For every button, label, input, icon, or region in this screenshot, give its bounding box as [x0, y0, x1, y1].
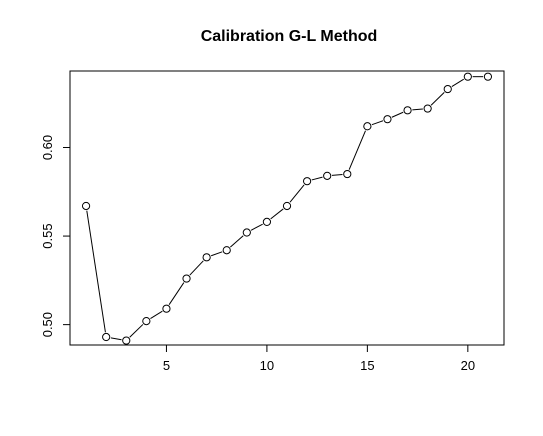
series-segment-16: [391, 111, 404, 118]
y-axis: 0.50 0.55 0.60: [40, 135, 70, 337]
data-point-11: [282, 201, 292, 211]
y-tick-label-1: 0.55: [40, 223, 55, 248]
series-segment-19: [451, 78, 465, 87]
series-segment-2: [110, 337, 122, 341]
data-point-1: [81, 201, 91, 211]
series-segment-7: [210, 251, 223, 257]
data-point-4: [142, 316, 151, 326]
data-point-10: [262, 217, 272, 227]
series-segment-5: [168, 282, 185, 305]
data-point-16: [383, 115, 392, 124]
plot-frame: [69, 70, 505, 346]
data-point-17: [403, 106, 412, 115]
series-segment-6: [189, 260, 204, 276]
x-axis: 5 10 15 20: [163, 345, 475, 373]
series-segment-13: [331, 174, 343, 176]
series-segment-14: [348, 130, 366, 170]
series-group: [81, 72, 493, 345]
data-point-14: [343, 169, 352, 179]
series-segment-9: [250, 223, 263, 231]
series-segment-1: [86, 210, 106, 333]
data-point-7: [202, 253, 211, 262]
data-point-8: [222, 246, 231, 255]
data-point-20: [463, 72, 472, 81]
series-segment-12: [311, 176, 323, 181]
y-tick-label-2: 0.60: [40, 135, 55, 160]
data-point-13: [323, 171, 332, 180]
data-point-21: [483, 72, 493, 81]
series-segment-17: [412, 108, 423, 111]
series-segment-11: [289, 184, 305, 203]
x-tick-label-20: 20: [461, 358, 475, 373]
x-tick-label-10: 10: [260, 358, 274, 373]
data-point-5: [162, 304, 171, 313]
x-tick-label-5: 5: [163, 358, 170, 373]
data-point-15: [363, 122, 372, 131]
data-point-3: [122, 336, 131, 345]
data-point-6: [182, 274, 191, 283]
data-point-12: [302, 177, 312, 186]
chart-title: Calibration G-L Method: [201, 28, 378, 45]
series-segment-10: [270, 208, 284, 220]
data-point-9: [242, 228, 251, 237]
x-tick-label-15: 15: [360, 358, 374, 373]
series-segment-15: [371, 120, 384, 126]
series-segment-8: [229, 235, 244, 248]
series-segment-4: [150, 310, 163, 319]
series-segment-3: [129, 324, 144, 338]
data-point-19: [443, 84, 452, 94]
data-point-18: [423, 104, 432, 113]
y-tick-label-0: 0.50: [40, 312, 55, 337]
data-point-2: [102, 332, 111, 342]
series-segment-18: [430, 92, 445, 106]
